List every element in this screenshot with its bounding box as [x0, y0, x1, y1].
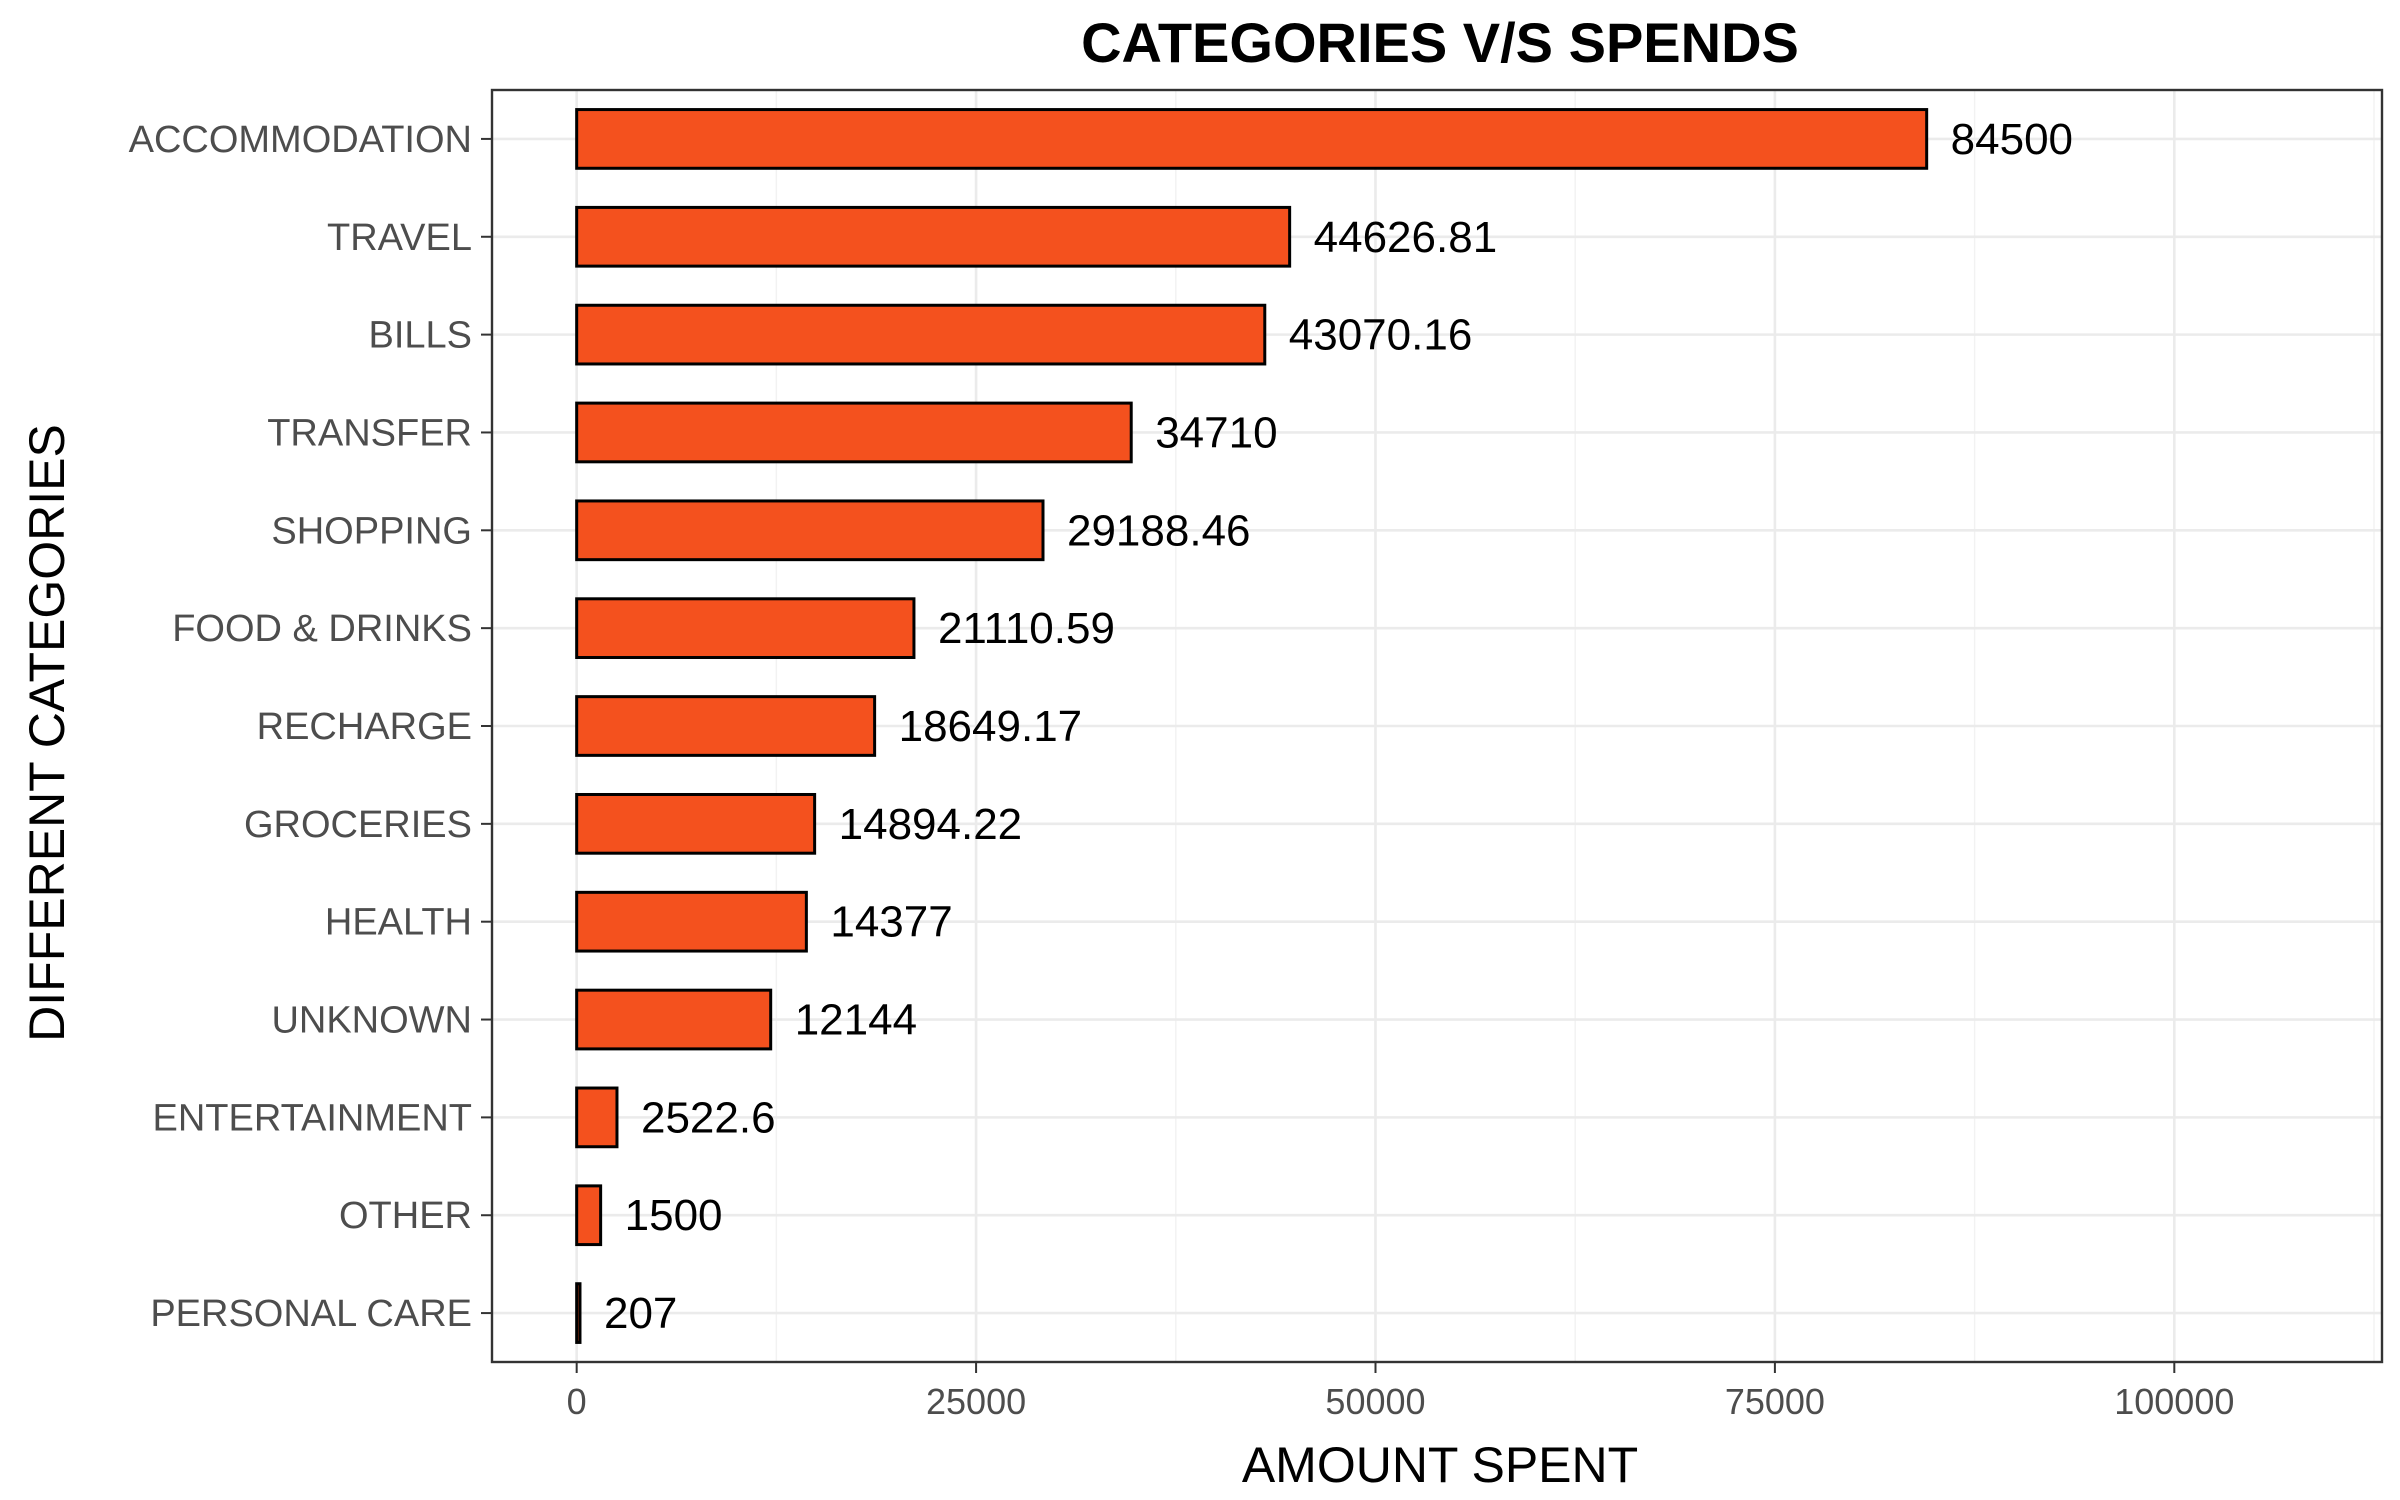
data-label-6: 18649.17: [899, 702, 1083, 751]
bar-9: [575, 988, 773, 1051]
data-label-1: 44626.81: [1314, 213, 1498, 262]
data-label-12: 207: [604, 1289, 677, 1338]
y-tick-label-9: UNKNOWN: [271, 1000, 472, 1042]
bar-11: [575, 1184, 603, 1247]
data-label-4: 29188.46: [1067, 506, 1251, 555]
y-tick-label-8: HEALTH: [325, 902, 472, 944]
data-label-2: 43070.16: [1289, 311, 1473, 360]
x-tick-label-2: 50000: [1325, 1381, 1425, 1422]
bar-10: [575, 1086, 619, 1149]
bar-5: [575, 597, 916, 660]
y-tick-label-0: ACCOMMODATION: [129, 119, 472, 161]
y-tick-label-1: TRAVEL: [327, 217, 472, 259]
x-tick-label-0: 0: [567, 1381, 587, 1422]
bar-8: [575, 890, 808, 953]
y-tick-label-4: SHOPPING: [271, 510, 472, 552]
data-label-10: 2522.6: [641, 1093, 776, 1142]
y-tick-label-3: TRANSFER: [267, 412, 472, 454]
y-tick-label-11: OTHER: [339, 1195, 472, 1237]
data-label-11: 1500: [625, 1191, 723, 1240]
bar-6: [575, 695, 877, 757]
data-label-0: 84500: [1951, 115, 2073, 164]
y-tick-label-12: PERSONAL CARE: [150, 1293, 472, 1335]
bar-1: [575, 205, 1292, 268]
bar-0: [575, 108, 1929, 170]
data-label-3: 34710: [1155, 408, 1277, 457]
x-tick-label-4: 100000: [2114, 1381, 2234, 1422]
y-tick-label-7: GROCERIES: [244, 804, 472, 846]
bar-4: [575, 499, 1045, 562]
data-label-9: 12144: [795, 996, 917, 1045]
y-axis-title: DIFFERENT CATEGORIES: [19, 424, 75, 1042]
y-tick-label-6: RECHARGE: [257, 706, 472, 748]
data-label-5: 21110.59: [938, 604, 1115, 653]
data-label-7: 14894.22: [839, 800, 1023, 849]
y-tick-label-10: ENTERTAINMENT: [153, 1097, 473, 1139]
x-axis-title: AMOUNT SPENT: [1242, 1437, 1638, 1493]
data-label-8: 14377: [830, 898, 952, 947]
bar-2: [575, 303, 1267, 366]
bar-7: [575, 792, 817, 855]
x-tick-label-1: 25000: [926, 1381, 1026, 1422]
bar-3: [575, 401, 1133, 464]
y-tick-label-2: BILLS: [368, 315, 472, 357]
y-tick-label-5: FOOD & DRINKS: [172, 608, 472, 650]
x-tick-label-3: 75000: [1725, 1381, 1825, 1422]
bar-12: [575, 1282, 582, 1344]
chart-title: CATEGORIES V/S SPENDS: [1081, 11, 1799, 74]
